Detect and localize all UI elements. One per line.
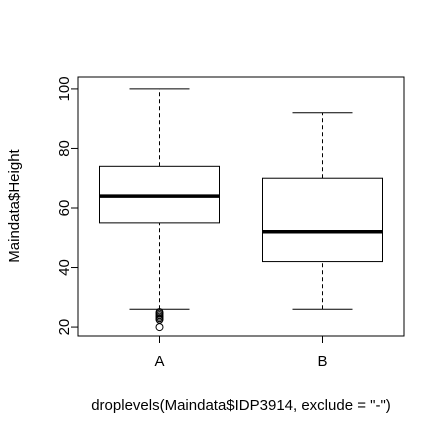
box-B	[262, 112, 383, 310]
iqr-box	[262, 177, 383, 263]
box-A	[99, 88, 220, 332]
y-tick-label: 100	[56, 76, 73, 101]
y-tick-label: 40	[56, 259, 73, 276]
outlier-point	[155, 308, 164, 317]
x-axis-label: droplevels(Maindata$IDP3914, exclude = "…	[91, 397, 391, 414]
x-tick-label: B	[317, 353, 327, 370]
y-axis-label: Maindata$Height	[6, 148, 23, 262]
y-tick-label: 20	[56, 319, 73, 336]
y-tick-label: 80	[56, 140, 73, 157]
box-group	[99, 88, 383, 332]
y-tick-label: 60	[56, 200, 73, 217]
y-axis: 20 40 60 80 100	[56, 76, 79, 336]
x-tick-label: A	[154, 353, 164, 370]
outlier-point	[155, 323, 164, 332]
